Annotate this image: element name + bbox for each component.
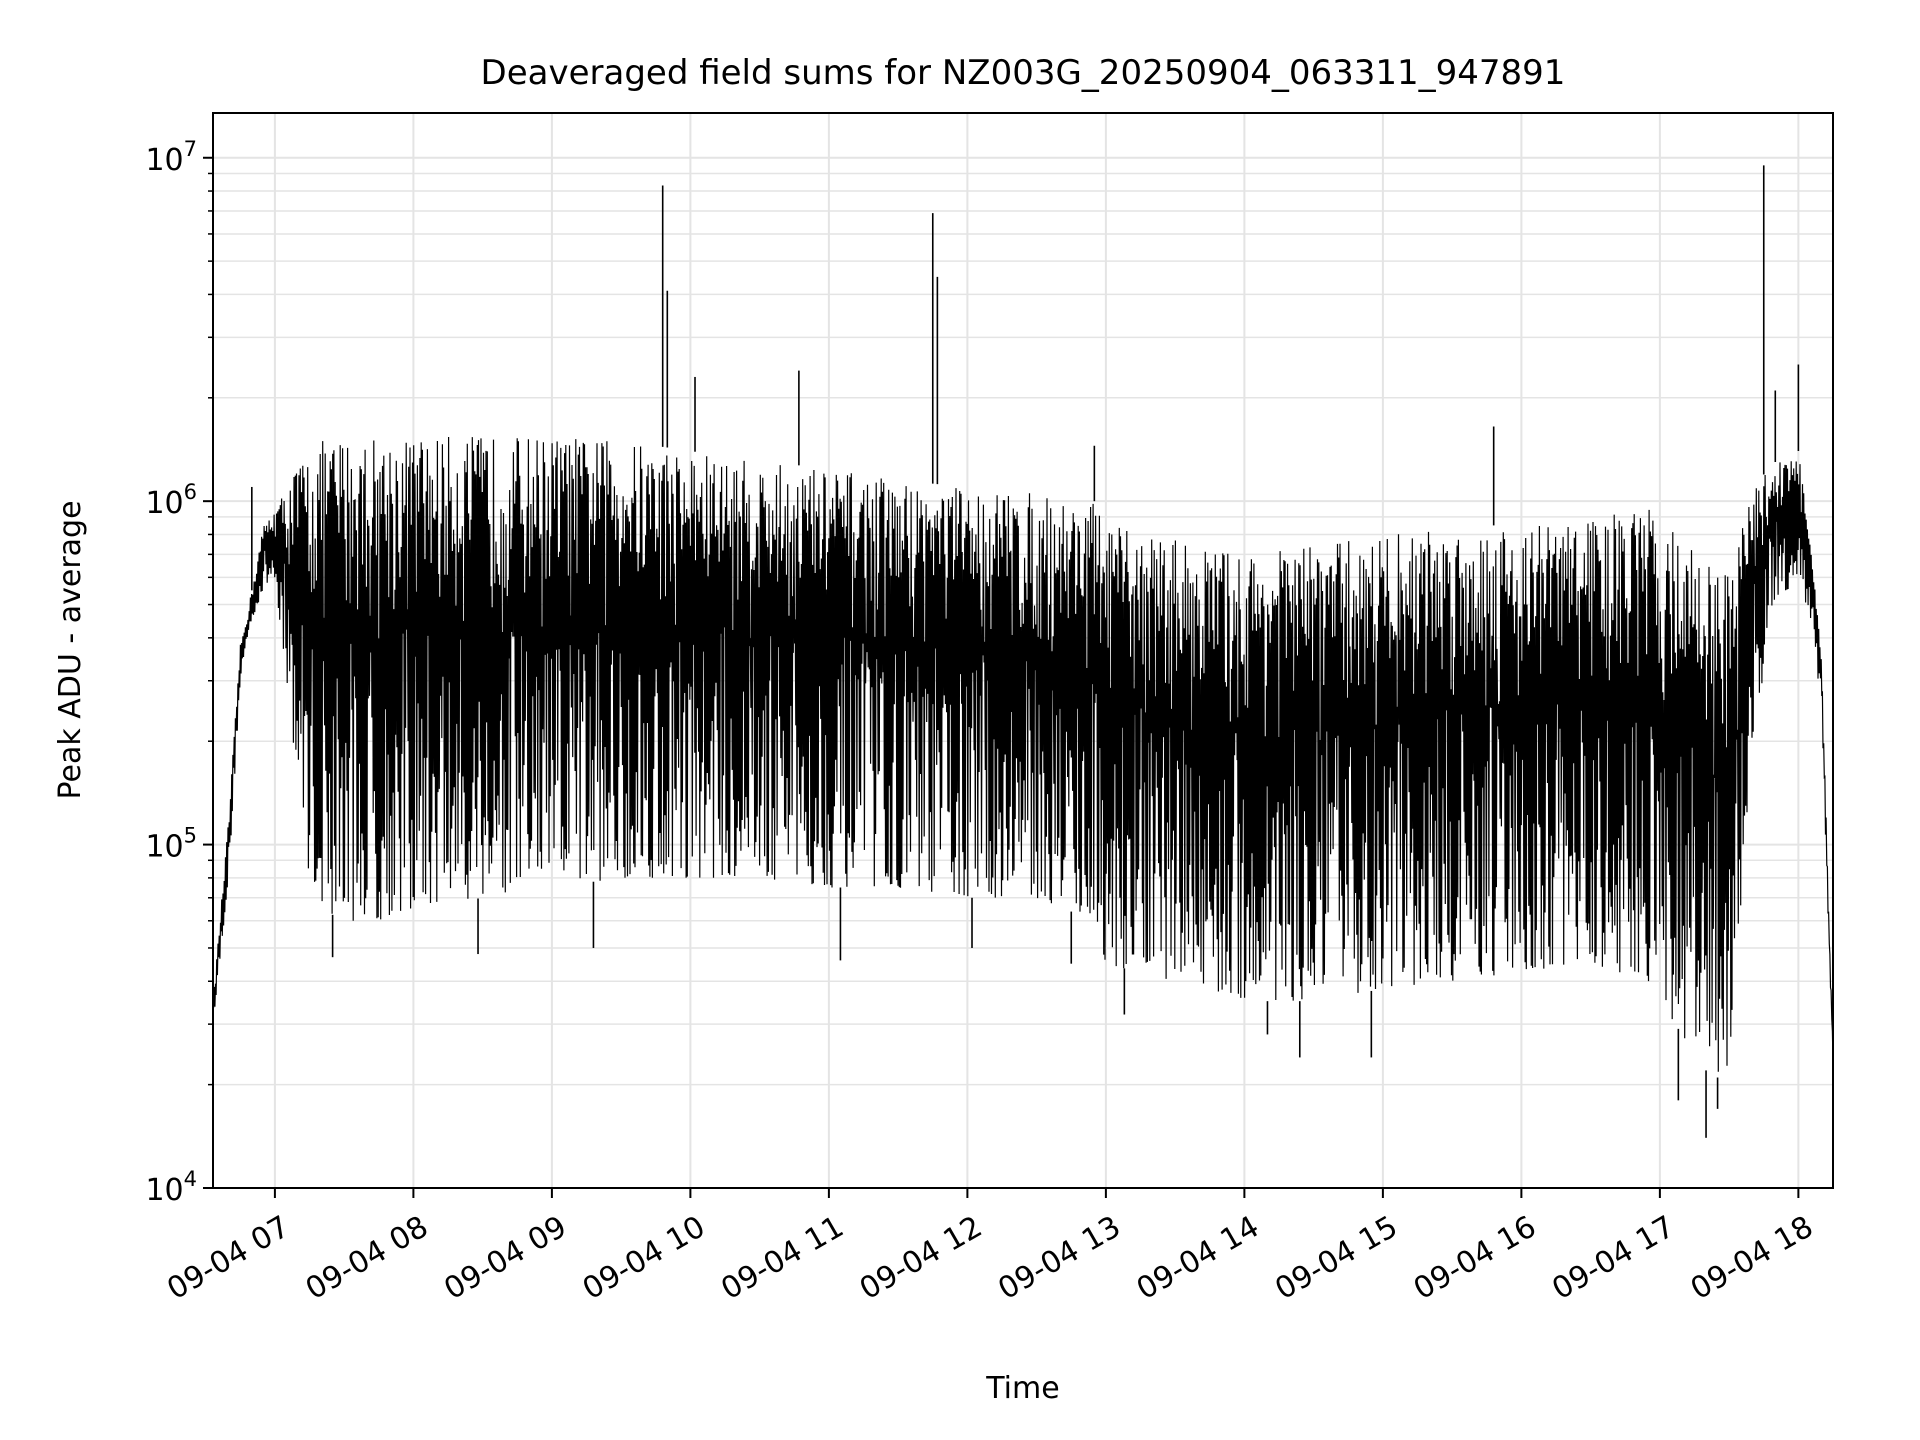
x-axis-label: Time: [985, 1371, 1059, 1406]
y-axis-label: Peak ADU - average: [53, 500, 88, 799]
series-group: [212, 165, 1834, 1138]
plot-frame: [212, 112, 1834, 1189]
chart-title: Deaveraged field sums for NZ003G_2025090…: [481, 53, 1566, 93]
series-line: [212, 436, 1834, 1072]
y-tick-label: 104: [145, 1167, 197, 1208]
y-tick-label: 107: [145, 137, 197, 178]
